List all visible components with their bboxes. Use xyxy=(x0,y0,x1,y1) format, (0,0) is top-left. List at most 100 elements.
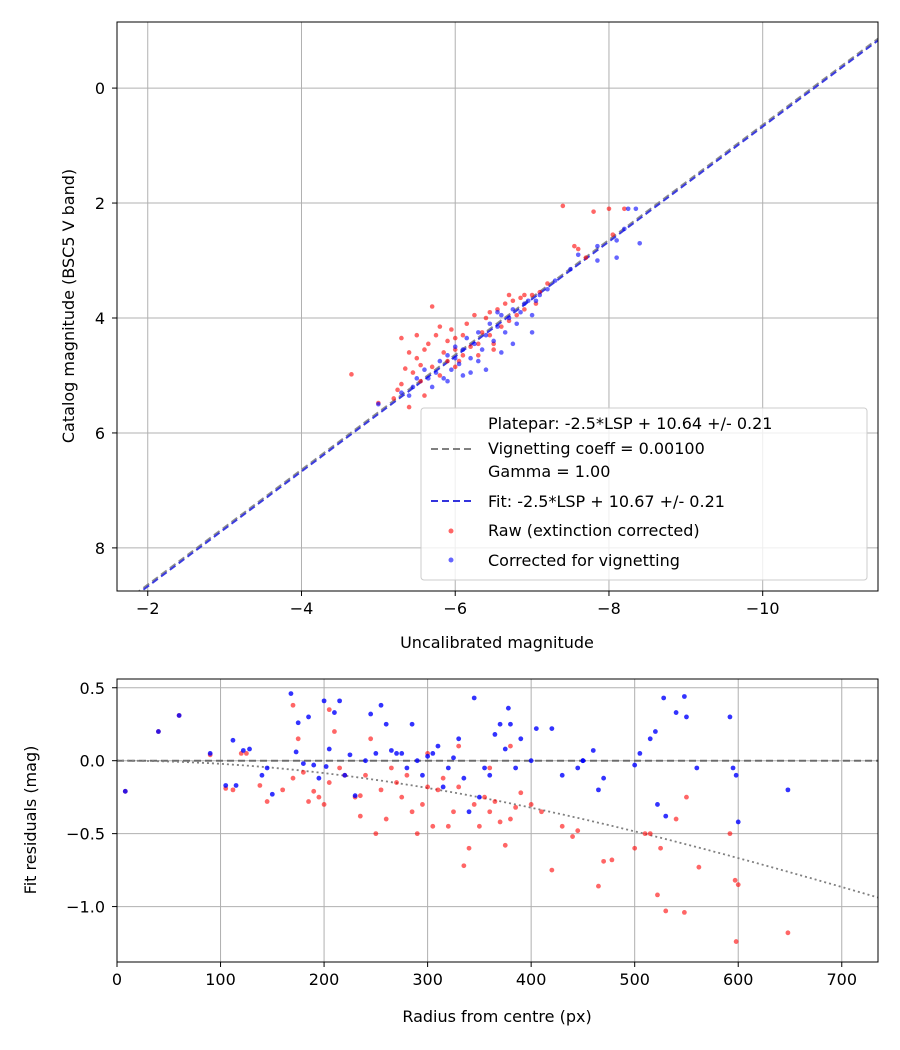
corrected-point xyxy=(441,376,446,381)
raw-residual-point xyxy=(528,802,534,807)
corrected-point xyxy=(437,358,443,364)
corrected-residual-point xyxy=(487,772,493,778)
corrected-residual-point xyxy=(295,720,301,726)
raw-point xyxy=(475,341,481,347)
raw-residual-point xyxy=(445,823,451,829)
raw-residual-point xyxy=(316,794,322,800)
corrected-point xyxy=(429,384,435,390)
raw-residual-point xyxy=(321,802,327,807)
corrected-point xyxy=(468,370,473,375)
raw-residual-point xyxy=(363,772,368,778)
raw-point xyxy=(472,312,477,318)
raw-point xyxy=(572,243,577,249)
raw-point xyxy=(433,332,439,338)
legend-box xyxy=(420,407,868,581)
raw-residual-point xyxy=(549,867,555,873)
corrected-residual-point xyxy=(673,710,679,715)
corrected-residual-point xyxy=(580,758,586,764)
corrected-residual-point xyxy=(425,753,431,759)
corrected-residual-point xyxy=(505,705,511,711)
raw-point xyxy=(429,364,435,370)
raw-residual-point xyxy=(388,765,394,771)
corrected-residual-point xyxy=(575,765,581,771)
corrected-point xyxy=(414,376,420,381)
corrected-point xyxy=(502,330,508,335)
raw-residual-point xyxy=(642,831,648,837)
corrected-point xyxy=(495,324,500,329)
raw-residual-point xyxy=(420,802,425,807)
raw-point xyxy=(402,366,408,371)
corrected-point xyxy=(452,344,458,350)
corrected-residual-point xyxy=(637,750,643,756)
corrected-point xyxy=(529,330,535,335)
corrected-point xyxy=(452,355,458,361)
raw-point xyxy=(502,301,508,306)
raw-residual-point xyxy=(673,816,679,822)
top-ticks: −2 −4 −6 −8 −10 0 2 4 6 8 xyxy=(95,79,780,618)
legend-corrected-label: Corrected for vignetting xyxy=(488,551,680,570)
corrected-residual-point xyxy=(528,758,534,764)
corrected-point xyxy=(522,301,527,306)
corrected-residual-point xyxy=(497,721,503,727)
corrected-residual-point xyxy=(247,746,252,752)
corrected-residual-point xyxy=(332,710,337,715)
corrected-residual-point xyxy=(122,788,128,794)
raw-point xyxy=(445,338,450,344)
raw-residual-point xyxy=(440,775,446,781)
legend-raw-swatch xyxy=(448,528,454,534)
corrected-residual-point xyxy=(785,787,791,793)
corrected-residual-point xyxy=(733,772,739,778)
raw-residual-point xyxy=(300,769,306,775)
raw-residual-point xyxy=(508,743,513,749)
corrected-point xyxy=(464,335,470,341)
legend-raw-label: Raw (extinction corrected) xyxy=(488,521,700,540)
legend-fit-label: Fit: -2.5*LSP + 10.67 +/- 0.21 xyxy=(488,492,725,511)
corrected-residual-point xyxy=(352,793,358,799)
corrected-point xyxy=(495,309,500,315)
raw-point xyxy=(622,206,627,212)
raw-residual-point xyxy=(435,787,441,793)
corrected-residual-point xyxy=(456,736,462,742)
corrected-residual-point xyxy=(420,772,425,778)
corrected-residual-point xyxy=(694,765,700,771)
raw-point xyxy=(441,350,446,355)
corrected-point xyxy=(514,321,520,327)
corrected-residual-point xyxy=(404,765,410,771)
corrected-residual-point xyxy=(461,775,467,781)
raw-point xyxy=(487,332,493,338)
raw-point xyxy=(449,327,454,332)
raw-point xyxy=(606,206,612,212)
corrected-residual-point xyxy=(207,750,213,756)
corrected-residual-point xyxy=(230,737,236,743)
raw-residual-point xyxy=(487,765,493,771)
top-y-tick-label: 2 xyxy=(95,194,105,213)
corrected-residual-point xyxy=(663,813,669,819)
raw-point xyxy=(391,396,397,401)
corrected-point xyxy=(376,401,381,407)
raw-point xyxy=(452,364,458,370)
raw-point xyxy=(522,292,527,298)
bottom-x-tick-label: 200 xyxy=(309,970,340,989)
corrected-point xyxy=(445,378,450,384)
raw-residual-point xyxy=(696,864,702,870)
raw-point xyxy=(545,281,550,286)
raw-residual-point xyxy=(487,809,493,815)
bottom-points xyxy=(122,691,791,944)
corrected-residual-point xyxy=(727,714,733,720)
corrected-residual-point xyxy=(363,758,368,764)
corrected-residual-point xyxy=(316,775,322,781)
bottom-x-tick-label: 300 xyxy=(412,970,443,989)
raw-point xyxy=(483,315,489,321)
raw-residual-point xyxy=(663,908,669,914)
top-x-tick-label: −4 xyxy=(290,599,314,618)
raw-residual-point xyxy=(357,793,363,799)
corrected-residual-point xyxy=(176,713,182,718)
raw-point xyxy=(514,312,520,318)
corrected-point xyxy=(487,321,493,327)
top-y-tick-label: 8 xyxy=(95,539,105,558)
bottom-grid xyxy=(116,679,878,962)
raw-residual-point xyxy=(409,809,415,815)
corrected-residual-point xyxy=(482,765,487,771)
corrected-residual-point xyxy=(264,765,270,771)
